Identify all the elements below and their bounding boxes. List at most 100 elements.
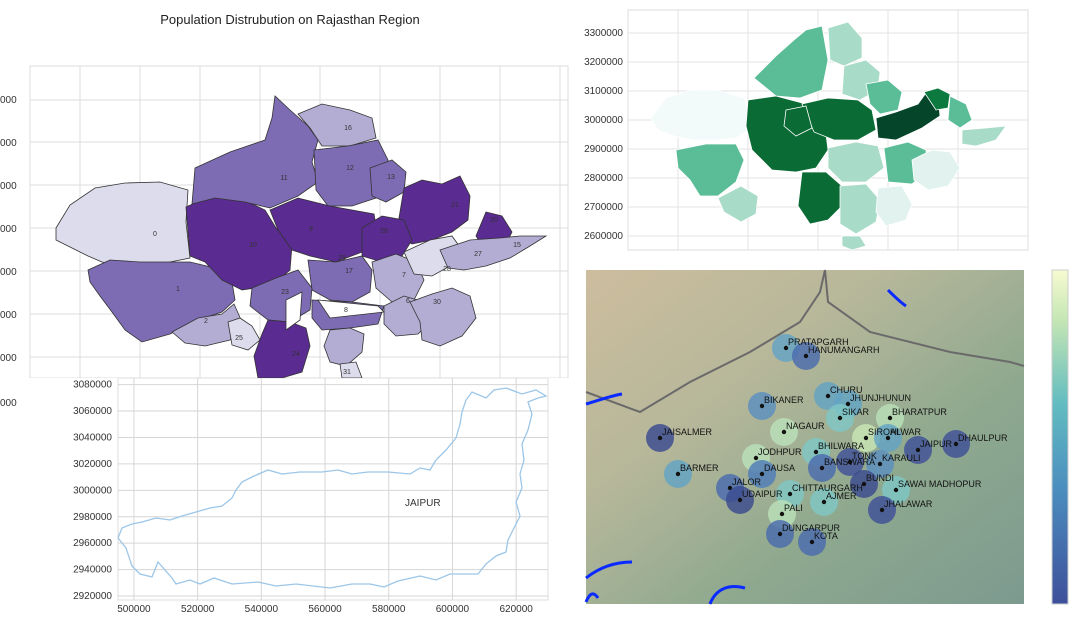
district-label: 7 xyxy=(402,272,406,279)
y-tick-labels: 000 000 000 000 000 000 000 xyxy=(0,95,17,364)
city-label: JHUNJHUNUN xyxy=(850,393,911,403)
purple-choropleth-panel: Population Distrubution on Rajasthan Reg… xyxy=(0,0,580,378)
city-point xyxy=(863,435,869,441)
city-point xyxy=(877,461,883,467)
district-region xyxy=(947,95,973,129)
city-point xyxy=(783,345,789,351)
river-north xyxy=(886,288,907,308)
city-label: ALWAR xyxy=(890,427,922,437)
district-label: 16 xyxy=(344,125,352,132)
y-tick-label: 3040000 xyxy=(73,432,112,443)
x-tick-label: 580000 xyxy=(372,604,406,615)
city-point xyxy=(861,481,867,487)
city-label: DAUSA xyxy=(764,463,795,473)
district-label: 20 xyxy=(490,217,498,224)
district-label: 11 xyxy=(280,175,287,182)
district-region xyxy=(227,317,261,351)
city-point xyxy=(781,429,787,435)
city-point xyxy=(657,435,663,441)
jaipur-annotation: JAIPUR xyxy=(405,498,441,509)
y-tick-label: 2600000 xyxy=(584,231,623,242)
state-border-line-east xyxy=(824,269,1025,367)
y-tick-label: 2900000 xyxy=(584,144,623,155)
district-region xyxy=(717,185,759,223)
district-label: 13 xyxy=(387,174,395,181)
city-label: KARAULI xyxy=(882,453,921,463)
city-point xyxy=(737,497,743,503)
district-label: 24 xyxy=(292,351,300,358)
city-label: BHARATPUR xyxy=(892,407,947,417)
y-tick-label: 2940000 xyxy=(73,565,112,576)
y-tick-label: 3060000 xyxy=(73,406,112,417)
district-region xyxy=(409,287,477,347)
district-region xyxy=(783,105,813,137)
y-tick-label: 3200000 xyxy=(584,57,623,68)
city-point xyxy=(803,353,809,359)
x-tick-label: 600000 xyxy=(436,604,470,615)
x-tick-label: 560000 xyxy=(308,604,342,615)
city-point xyxy=(759,471,765,477)
district-label: 21 xyxy=(451,202,459,209)
city-point xyxy=(821,499,827,505)
district-region xyxy=(339,361,363,378)
city-point xyxy=(887,415,893,421)
district-label: 26 xyxy=(380,228,388,235)
district-region xyxy=(875,185,913,227)
y-tick-label: 3020000 xyxy=(73,459,112,470)
city-label: BARMER xyxy=(680,463,719,473)
city-label: KOTA xyxy=(814,531,838,541)
city-label: PRATAPGARH xyxy=(788,337,849,347)
x-tick-label: 500000 xyxy=(117,604,151,615)
x-tick-label: 520000 xyxy=(181,604,215,615)
district-region xyxy=(675,143,745,197)
chart-title: Population Distrubution on Rajasthan Reg… xyxy=(160,12,419,27)
city-label: JAISALMER xyxy=(662,427,713,437)
city-label: PALI xyxy=(784,503,803,513)
district-region xyxy=(297,103,377,147)
city-label: SIROHI xyxy=(868,427,899,437)
city-label: NAGAUR xyxy=(786,421,825,431)
city-point xyxy=(819,465,825,471)
river-west xyxy=(585,392,623,406)
city-label: DUNGARPUR xyxy=(782,523,841,533)
district-region xyxy=(801,97,877,141)
y-tick-label: 2700000 xyxy=(584,202,623,213)
city-label: DHAULPUR xyxy=(958,433,1008,443)
district-region xyxy=(911,149,961,191)
gap-region xyxy=(285,291,303,331)
district-region xyxy=(961,125,1007,147)
x-tick-labels: 500000 520000 540000 560000 580000 600000 6200… xyxy=(117,604,533,615)
y-tick-label: 2920000 xyxy=(73,591,112,602)
x-tick-label: 540000 xyxy=(245,604,279,615)
district-region xyxy=(841,235,867,251)
y-tick-label: 000 xyxy=(0,95,17,106)
city-point xyxy=(825,393,831,399)
district-label: 2 xyxy=(204,318,208,325)
city-label: BIKANER xyxy=(764,395,804,405)
jaipur-outline-chart: 3080000 3060000 3040000 3020000 3000000 29800… xyxy=(0,378,549,615)
districts xyxy=(55,95,548,378)
grid xyxy=(118,378,548,600)
city-point xyxy=(809,539,815,545)
city-point xyxy=(727,485,733,491)
district-label: 31 xyxy=(343,369,351,376)
district-region xyxy=(87,259,236,343)
y-tick-label: 000 xyxy=(0,353,17,364)
green-choropleth-panel: 3300000 3200000 3100000 3000000 2900000 28000… xyxy=(566,0,1073,262)
city-point xyxy=(893,487,899,493)
city-point xyxy=(675,471,681,477)
city-point xyxy=(787,491,793,497)
district-region xyxy=(827,141,885,183)
plot-area xyxy=(117,378,549,601)
y-tick-label: 2800000 xyxy=(584,173,623,184)
district-region xyxy=(797,171,843,225)
colorbar xyxy=(1051,269,1069,605)
y-tick-label: 3100000 xyxy=(584,86,623,97)
district-region xyxy=(253,319,311,378)
city-label: BANSWARA xyxy=(824,457,875,467)
x-tick-label: 620000 xyxy=(499,604,533,615)
jaipur-outline-panel: 3080000 3060000 3040000 3020000 3000000 29800… xyxy=(0,378,585,618)
district-region xyxy=(839,183,881,235)
clipped-tick-label: 000 xyxy=(0,398,17,409)
district-label: 27 xyxy=(474,251,482,258)
